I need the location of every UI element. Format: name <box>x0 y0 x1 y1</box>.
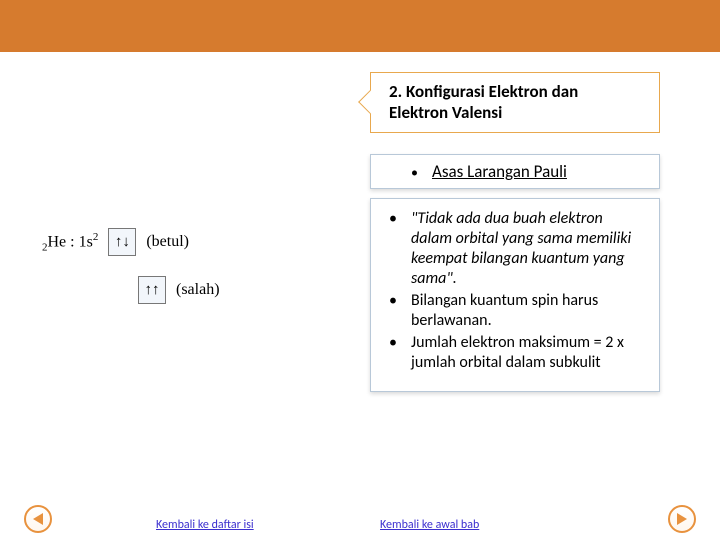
bullet-text: Bilangan kuantum spin harus berlawanan. <box>411 291 641 331</box>
subtitle-box: • Asas Larangan Pauli <box>370 154 660 189</box>
next-button[interactable] <box>668 505 696 533</box>
subtitle-text: Asas Larangan Pauli <box>432 161 567 182</box>
spin-arrows: ↑↓ <box>115 234 130 251</box>
arrow-right-icon <box>677 513 687 525</box>
colon: : <box>70 233 74 250</box>
section-title-text: 2. Konfigurasi Elektron dan Elektron Val… <box>389 81 578 123</box>
diagram-row: 2He : 1s2 ↑↓ (betul) <box>42 228 288 256</box>
electron-config-label: 2He : 1s2 <box>42 231 98 254</box>
slide-content: 2. Konfigurasi Elektron dan Elektron Val… <box>0 52 720 540</box>
bullet-text: Jumlah elektron maksimum = 2 x jumlah or… <box>411 333 641 373</box>
orbital-label-correct: (betul) <box>146 233 189 251</box>
bullet-marker: • <box>389 333 399 373</box>
bullet-list: • "Tidak ada dua buah elektron dalam orb… <box>389 209 641 373</box>
header-bar <box>0 0 720 52</box>
config-base: 1s <box>79 233 93 250</box>
arrow-left-icon <box>33 513 43 525</box>
orbital-diagram: 2He : 1s2 ↑↓ (betul) ↑↑ (salah) <box>30 222 300 372</box>
bullet-marker: • <box>389 209 399 289</box>
config-sup: 2 <box>93 231 99 243</box>
bullet-text: "Tidak ada dua buah elektron dalam orbit… <box>411 209 641 289</box>
list-item: • Jumlah elektron maksimum = 2 x jumlah … <box>389 333 641 373</box>
list-item: • Bilangan kuantum spin harus berlawanan… <box>389 291 641 331</box>
list-item: • "Tidak ada dua buah elektron dalam orb… <box>389 209 641 289</box>
section-title-box: 2. Konfigurasi Elektron dan Elektron Val… <box>370 72 660 133</box>
link-awal-bab[interactable]: Kembali ke awal bab <box>380 518 479 532</box>
orbital-box: ↑↓ <box>108 228 136 256</box>
bottom-nav: Kembali ke daftar isi Kembali ke awal ba… <box>0 498 720 540</box>
element-symbol: He <box>48 233 67 250</box>
subtitle-bullet: • <box>411 164 418 181</box>
bullet-marker: • <box>389 291 399 331</box>
link-daftar-isi[interactable]: Kembali ke daftar isi <box>156 518 254 532</box>
orbital-box: ↑↑ <box>138 276 166 304</box>
body-box: • "Tidak ada dua buah elektron dalam orb… <box>370 198 660 392</box>
diagram-row: ↑↑ (salah) <box>138 276 288 304</box>
prev-button[interactable] <box>24 505 52 533</box>
spin-arrows: ↑↑ <box>145 282 160 299</box>
orbital-label-wrong: (salah) <box>176 281 220 299</box>
